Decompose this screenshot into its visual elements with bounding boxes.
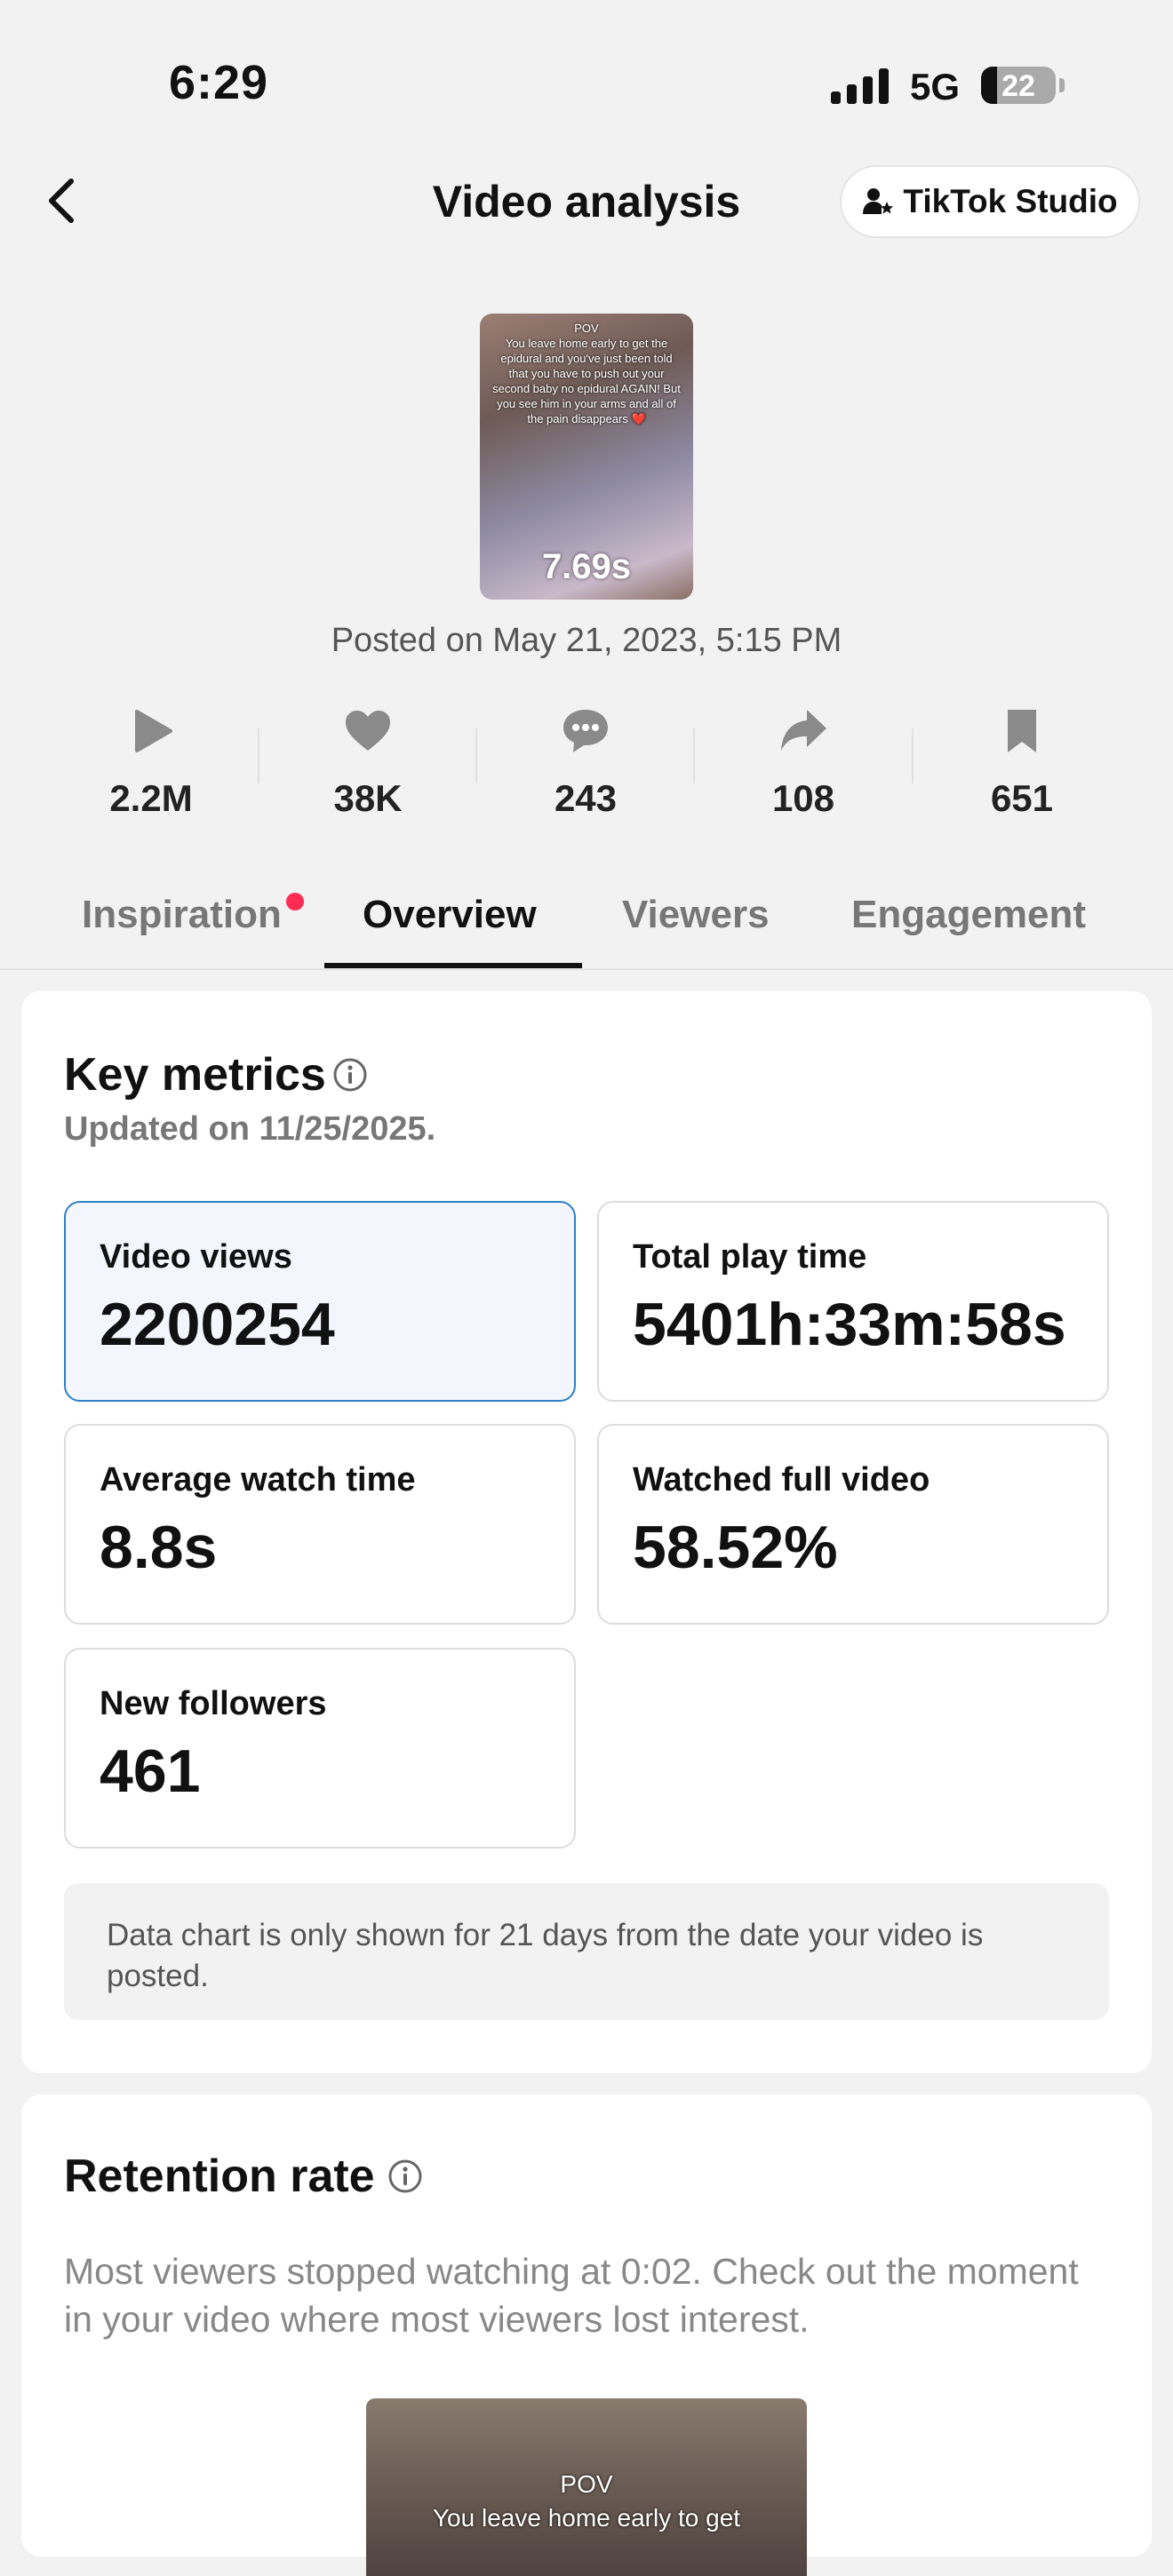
key-metrics-title: Key metrics [64, 1049, 326, 1101]
notification-dot [286, 893, 304, 910]
retention-title: Retention rate [64, 2151, 375, 2202]
signal-icon [831, 67, 889, 104]
stat-comments: 243 [477, 706, 694, 820]
metric-label: Watched full video [633, 1461, 930, 1499]
stat-saves: 651 [914, 706, 1130, 820]
stat-likes: 38K [259, 706, 476, 820]
share-icon [781, 710, 826, 751]
metric-value: 461 [100, 1737, 201, 1805]
network-type: 5G [910, 66, 961, 107]
back-button[interactable] [37, 174, 91, 227]
tab-viewers[interactable]: Viewers [622, 893, 770, 936]
battery-icon: 22 [981, 67, 1056, 104]
metric-value: 2200254 [100, 1291, 335, 1358]
stat-divider [258, 728, 259, 783]
retention-thumbnail-caption: POV You leave home early to get [432, 2470, 741, 2532]
info-icon[interactable] [332, 1057, 368, 1093]
metric-average-watch-time[interactable]: Average watch time 8.8s [64, 1424, 576, 1625]
tiktok-studio-label: TikTok Studio [903, 183, 1118, 219]
person-star-icon [863, 188, 894, 214]
metric-new-followers[interactable]: New followers 461 [64, 1648, 576, 1849]
chevron-left-icon [49, 179, 74, 223]
metric-watched-full-video[interactable]: Watched full video 58.52% [597, 1424, 1109, 1625]
metric-video-views[interactable]: Video views 2200254 [64, 1201, 576, 1402]
page-title: Video analysis [432, 177, 741, 227]
tab-engagement[interactable]: Engagement [851, 893, 1087, 936]
tabs-divider [0, 968, 1173, 970]
heart-icon [346, 711, 390, 751]
retention-description: Most viewers stopped watching at 0:02. C… [64, 2251, 1079, 2340]
video-duration: 7.69s [541, 547, 632, 586]
metric-label: Total play time [633, 1238, 867, 1276]
posted-date: Posted on May 21, 2023, 5:15 PM [331, 622, 842, 659]
metric-value: 8.8s [100, 1514, 218, 1581]
metric-label: Video views [100, 1238, 292, 1276]
comment-icon [563, 710, 608, 752]
status-time: 6:29 [169, 56, 269, 109]
metric-label: New followers [100, 1685, 327, 1722]
metric-total-play-time[interactable]: Total play time 5401h:33m:58s [597, 1201, 1109, 1402]
metric-label: Average watch time [100, 1461, 416, 1499]
tiktok-studio-button[interactable]: TikTok Studio [840, 165, 1140, 238]
stat-divider [693, 728, 695, 783]
info-icon[interactable] [387, 2159, 423, 2194]
stat-views: 2.2M [43, 706, 259, 820]
thumbnail-caption: POV You leave home early to get the epid… [492, 322, 681, 425]
updated-date: Updated on 11/25/2025. [64, 1110, 436, 1148]
stat-divider [912, 728, 914, 783]
stat-shares: 108 [695, 706, 912, 820]
retention-video-thumbnail[interactable]: POV You leave home early to get [366, 2398, 807, 2576]
bookmark-icon [1008, 710, 1036, 752]
metric-value: 58.52% [633, 1514, 838, 1581]
battery-level: 22 [1001, 69, 1035, 103]
video-thumbnail[interactable]: POV You leave home early to get the epid… [480, 314, 693, 600]
stat-divider [475, 728, 477, 783]
active-tab-indicator [324, 963, 582, 968]
tab-overview[interactable]: Overview [363, 893, 537, 936]
battery-cap [1059, 78, 1065, 92]
metric-value: 5401h:33m:58s [633, 1291, 1066, 1358]
play-icon [135, 710, 172, 752]
tab-inspiration[interactable]: Inspiration [82, 893, 282, 936]
data-chart-note: Data chart is only shown for 21 days fro… [64, 1883, 1109, 2020]
